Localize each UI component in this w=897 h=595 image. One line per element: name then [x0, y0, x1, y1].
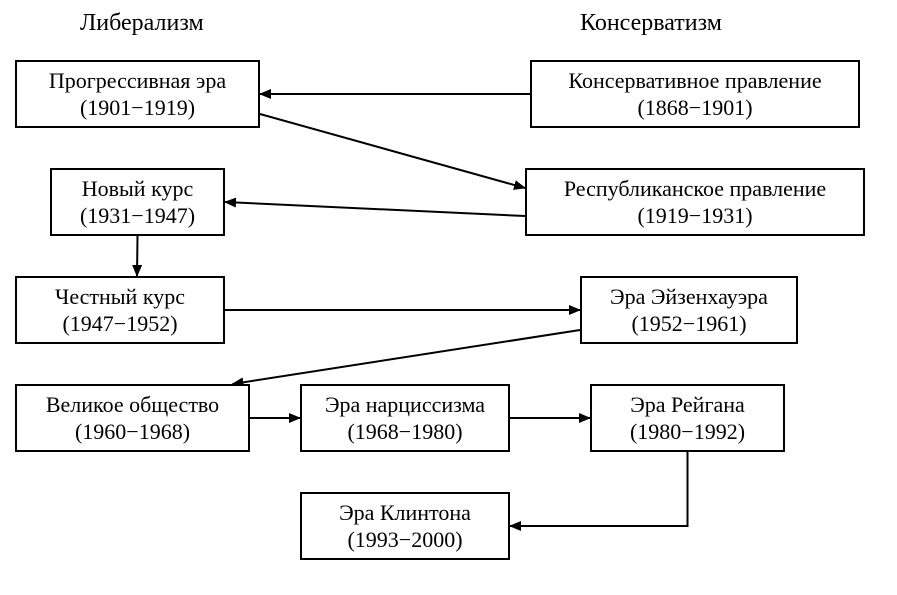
node-n10: Эра Клинтона(1993−2000)	[300, 492, 510, 560]
heading-conservatism: Консерватизм	[580, 10, 722, 37]
heading-liberalism: Либерализм	[80, 10, 204, 37]
node-title: Эра нарциссизма	[325, 391, 485, 419]
node-title: Эра Эйзенхауэра	[610, 283, 768, 311]
diagram-canvas: Либерализм Консерватизм Прогрессивная эр…	[0, 0, 897, 595]
node-title: Великое общество	[46, 391, 219, 419]
node-n3: Новый курс(1931−1947)	[50, 168, 225, 236]
node-n6: Эра Эйзенхауэра(1952−1961)	[580, 276, 798, 344]
node-years: (1960−1968)	[75, 418, 190, 446]
node-n7: Великое общество(1960−1968)	[15, 384, 250, 452]
edge-8	[510, 452, 688, 526]
node-years: (1993−2000)	[347, 526, 462, 554]
node-years: (1868−1901)	[637, 94, 752, 122]
node-title: Новый курс	[82, 175, 193, 203]
node-title: Прогрессивная эра	[49, 67, 226, 95]
node-n9: Эра Рейгана(1980−1992)	[590, 384, 785, 452]
node-years: (1919−1931)	[637, 202, 752, 230]
node-n8: Эра нарциссизма(1968−1980)	[300, 384, 510, 452]
node-title: Эра Рейгана	[630, 391, 745, 419]
edge-3	[137, 236, 138, 276]
node-n4: Республиканское правление(1919−1931)	[525, 168, 865, 236]
node-title: Честный курс	[55, 283, 185, 311]
node-years: (1901−1919)	[80, 94, 195, 122]
edge-2	[225, 202, 525, 216]
node-years: (1968−1980)	[347, 418, 462, 446]
node-years: (1980−1992)	[630, 418, 745, 446]
node-title: Республиканское правление	[564, 175, 826, 203]
node-n5: Честный курс(1947−1952)	[15, 276, 225, 344]
edge-1	[260, 114, 525, 188]
node-years: (1952−1961)	[631, 310, 746, 338]
node-title: Эра Клинтона	[339, 499, 471, 527]
edge-5	[233, 330, 581, 384]
node-years: (1947−1952)	[62, 310, 177, 338]
node-n1: Прогрессивная эра(1901−1919)	[15, 60, 260, 128]
node-title: Консервативное правление	[568, 67, 821, 95]
node-years: (1931−1947)	[80, 202, 195, 230]
node-n2: Консервативное правление(1868−1901)	[530, 60, 860, 128]
